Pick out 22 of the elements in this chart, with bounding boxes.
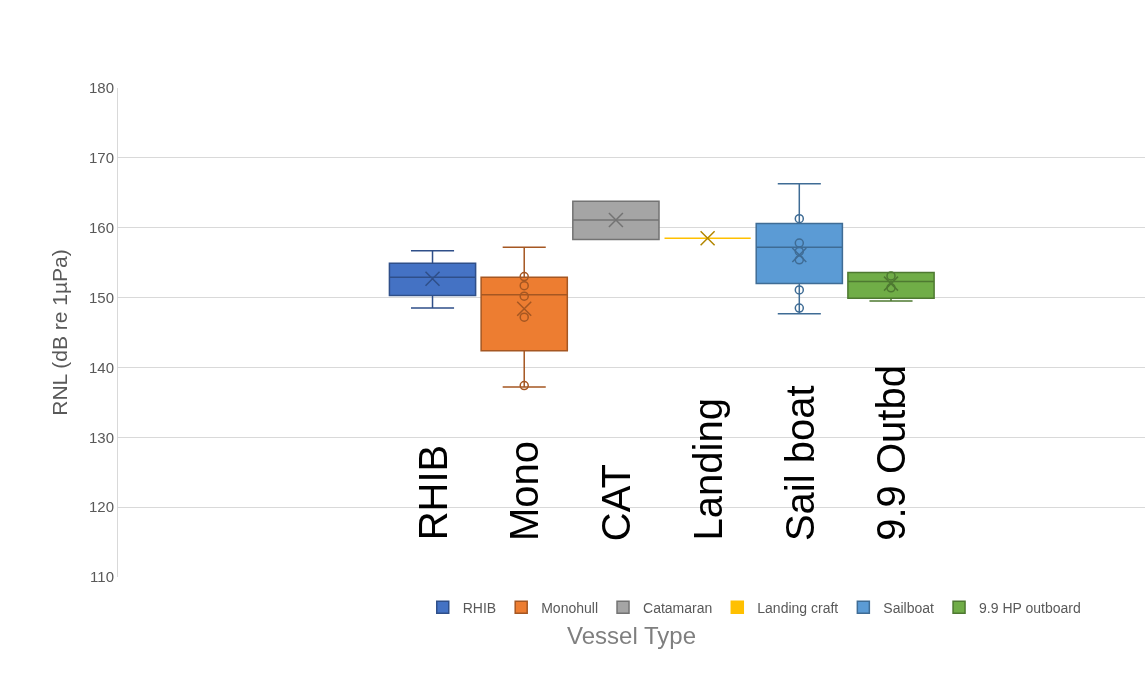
annotation: Sail boat <box>777 385 822 542</box>
y-tick-label: 170 <box>88 149 114 167</box>
annotation: RHIB <box>410 444 455 541</box>
y-tick-label: 140 <box>88 358 114 376</box>
legend-label: 9.9 HP outboard <box>979 599 1081 616</box>
y-tick-label: 150 <box>88 288 114 306</box>
annotation: Landing <box>685 398 730 541</box>
legend-label: Landing craft <box>757 599 839 616</box>
x-axis-title: Vessel Type <box>567 622 696 650</box>
annotation: 9.9 Outbd <box>869 365 914 541</box>
annotation: CAT <box>593 464 638 542</box>
y-axis-title: RNL (dB re 1µPa) <box>48 249 72 416</box>
legend-label: Sailboat <box>883 599 935 616</box>
y-tick-label: 120 <box>88 498 114 516</box>
legend-label: RHIB <box>462 599 497 616</box>
y-tick-label: 160 <box>88 218 114 236</box>
annotation: Mono <box>502 440 547 541</box>
legend-label: Catamaran <box>643 599 713 616</box>
y-tick-label: 180 <box>88 79 114 97</box>
y-tick-label: 130 <box>88 428 114 446</box>
y-tick-label: 110 <box>90 568 114 586</box>
legend-label: Monohull <box>541 599 599 616</box>
